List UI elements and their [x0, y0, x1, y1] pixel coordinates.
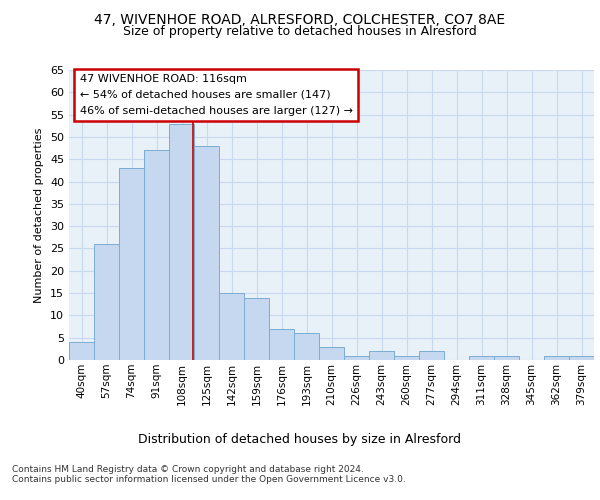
Text: 47, WIVENHOE ROAD, ALRESFORD, COLCHESTER, CO7 8AE: 47, WIVENHOE ROAD, ALRESFORD, COLCHESTER…	[94, 12, 506, 26]
Text: Contains HM Land Registry data © Crown copyright and database right 2024.
Contai: Contains HM Land Registry data © Crown c…	[12, 465, 406, 484]
Bar	[369, 351, 394, 360]
Bar	[544, 356, 569, 360]
Bar	[194, 146, 219, 360]
Bar	[244, 298, 269, 360]
Bar	[494, 356, 519, 360]
Bar	[144, 150, 169, 360]
Bar	[269, 329, 294, 360]
Bar	[69, 342, 94, 360]
Bar	[119, 168, 144, 360]
Bar	[219, 293, 244, 360]
Bar	[569, 356, 594, 360]
Bar	[419, 351, 444, 360]
Bar	[344, 356, 369, 360]
Text: 47 WIVENHOE ROAD: 116sqm
← 54% of detached houses are smaller (147)
46% of semi-: 47 WIVENHOE ROAD: 116sqm ← 54% of detach…	[79, 74, 353, 116]
Bar	[319, 346, 344, 360]
Bar	[394, 356, 419, 360]
Bar	[94, 244, 119, 360]
Bar	[169, 124, 194, 360]
Bar	[469, 356, 494, 360]
Text: Distribution of detached houses by size in Alresford: Distribution of detached houses by size …	[139, 432, 461, 446]
Bar	[294, 333, 319, 360]
Y-axis label: Number of detached properties: Number of detached properties	[34, 128, 44, 302]
Text: Size of property relative to detached houses in Alresford: Size of property relative to detached ho…	[123, 25, 477, 38]
